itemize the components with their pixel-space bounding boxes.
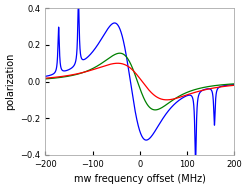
X-axis label: mw frequency offset (MHz): mw frequency offset (MHz) <box>74 174 206 184</box>
Y-axis label: polarization: polarization <box>5 53 15 110</box>
